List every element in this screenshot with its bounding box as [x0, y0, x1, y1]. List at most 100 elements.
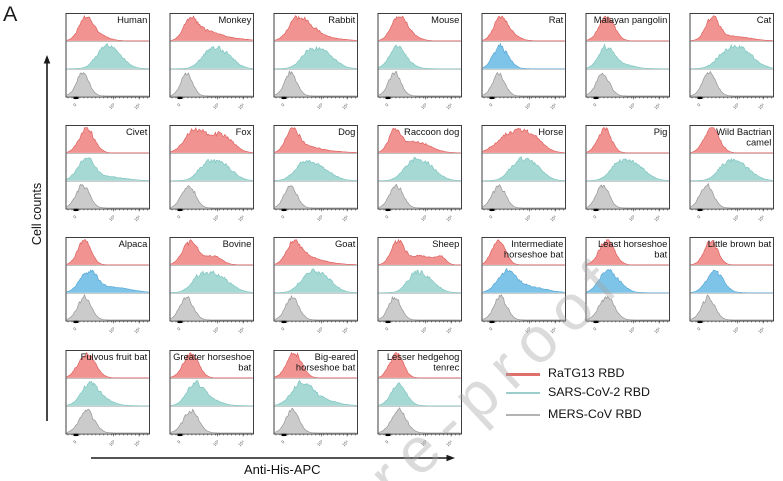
svg-text:0: 0: [488, 102, 494, 108]
svg-text:0: 0: [384, 439, 390, 445]
svg-text:10⁵: 10⁵: [549, 102, 557, 110]
svg-text:10⁵: 10⁵: [237, 326, 245, 334]
svg-text:Least horseshoe: Least horseshoe: [598, 238, 667, 249]
svg-text:10⁵: 10⁵: [757, 326, 765, 334]
svg-text:10³: 10³: [420, 439, 428, 447]
svg-text:0: 0: [488, 326, 494, 332]
svg-text:0: 0: [696, 102, 702, 108]
svg-text:10³: 10³: [108, 102, 116, 110]
svg-text:10³: 10³: [732, 213, 740, 221]
svg-text:10⁵: 10⁵: [237, 214, 245, 222]
svg-text:10³: 10³: [316, 213, 324, 221]
svg-text:Intermediate: Intermediate: [511, 238, 563, 249]
svg-text:10⁵: 10⁵: [445, 102, 453, 110]
svg-text:10³: 10³: [108, 213, 116, 221]
svg-text:Rabbit: Rabbit: [328, 14, 355, 25]
svg-text:Greater horseshoe: Greater horseshoe: [173, 351, 251, 362]
svg-text:Little brown bat: Little brown bat: [708, 238, 772, 249]
svg-text:Big-eared: Big-eared: [315, 351, 356, 362]
svg-text:10⁵: 10⁵: [757, 102, 765, 110]
svg-text:10³: 10³: [524, 326, 532, 334]
svg-text:10⁵: 10⁵: [133, 102, 141, 110]
svg-text:10⁵: 10⁵: [445, 439, 453, 447]
svg-text:bat: bat: [238, 362, 251, 373]
svg-text:10³: 10³: [316, 326, 324, 334]
svg-text:10⁵: 10⁵: [445, 214, 453, 222]
svg-text:0: 0: [176, 326, 182, 332]
svg-text:Wild Bactrian: Wild Bactrian: [716, 126, 771, 137]
svg-text:0: 0: [384, 102, 390, 108]
svg-text:10³: 10³: [628, 213, 636, 221]
svg-text:Cat: Cat: [757, 14, 772, 25]
svg-text:Mouse: Mouse: [431, 14, 459, 25]
svg-text:10⁵: 10⁵: [133, 439, 141, 447]
svg-text:10³: 10³: [420, 326, 428, 334]
svg-text:0: 0: [488, 213, 494, 219]
svg-text:0: 0: [592, 102, 598, 108]
svg-text:0: 0: [176, 102, 182, 108]
svg-text:0: 0: [696, 213, 702, 219]
svg-text:Human: Human: [117, 14, 147, 25]
svg-text:10⁵: 10⁵: [133, 214, 141, 222]
svg-text:10³: 10³: [524, 102, 532, 110]
svg-text:Fulvous fruit bat: Fulvous fruit bat: [81, 351, 148, 362]
svg-text:0: 0: [280, 213, 286, 219]
svg-text:Civet: Civet: [126, 126, 148, 137]
svg-text:horseshoe bat: horseshoe bat: [504, 249, 564, 260]
svg-text:0: 0: [72, 102, 78, 108]
svg-text:10³: 10³: [316, 439, 324, 447]
svg-text:10⁵: 10⁵: [341, 102, 349, 110]
svg-text:0: 0: [72, 439, 78, 445]
svg-text:10³: 10³: [628, 326, 636, 334]
svg-text:0: 0: [72, 213, 78, 219]
svg-text:0: 0: [384, 326, 390, 332]
svg-text:Fox: Fox: [236, 126, 252, 137]
svg-text:10⁵: 10⁵: [549, 214, 557, 222]
svg-text:Horse: Horse: [538, 126, 563, 137]
svg-text:10⁵: 10⁵: [237, 439, 245, 447]
svg-text:0: 0: [72, 326, 78, 332]
svg-text:10⁵: 10⁵: [341, 326, 349, 334]
svg-text:10³: 10³: [212, 102, 220, 110]
svg-text:0: 0: [280, 102, 286, 108]
svg-text:10³: 10³: [212, 326, 220, 334]
svg-text:0: 0: [592, 213, 598, 219]
svg-text:10³: 10³: [212, 213, 220, 221]
svg-text:10³: 10³: [316, 102, 324, 110]
svg-text:10³: 10³: [732, 102, 740, 110]
svg-text:10³: 10³: [108, 326, 116, 334]
svg-text:Lesser hedgehog: Lesser hedgehog: [387, 351, 459, 362]
svg-text:10⁵: 10⁵: [341, 439, 349, 447]
svg-text:10⁵: 10⁵: [445, 326, 453, 334]
svg-text:0: 0: [592, 326, 598, 332]
svg-text:10³: 10³: [108, 439, 116, 447]
svg-text:10³: 10³: [524, 213, 532, 221]
svg-text:10⁵: 10⁵: [133, 326, 141, 334]
svg-text:bat: bat: [654, 249, 667, 260]
svg-text:Alpaca: Alpaca: [119, 238, 148, 249]
svg-text:Bovine: Bovine: [223, 238, 252, 249]
svg-text:0: 0: [176, 213, 182, 219]
svg-text:Malayan pangolin: Malayan pangolin: [594, 14, 668, 25]
svg-text:10⁵: 10⁵: [757, 214, 765, 222]
svg-text:camel: camel: [746, 136, 771, 147]
svg-text:Sheep: Sheep: [432, 238, 459, 249]
svg-text:Dog: Dog: [338, 126, 355, 137]
svg-text:10⁵: 10⁵: [653, 326, 661, 334]
svg-text:10⁵: 10⁵: [653, 102, 661, 110]
svg-text:0: 0: [696, 326, 702, 332]
svg-text:horseshoe bat: horseshoe bat: [296, 362, 356, 373]
svg-text:Raccoon dog: Raccoon dog: [404, 126, 459, 137]
svg-text:10³: 10³: [212, 439, 220, 447]
svg-text:10³: 10³: [420, 102, 428, 110]
svg-text:10³: 10³: [628, 102, 636, 110]
svg-text:Goat: Goat: [335, 238, 356, 249]
svg-text:Monkey: Monkey: [218, 14, 251, 25]
svg-text:10⁵: 10⁵: [653, 214, 661, 222]
svg-text:0: 0: [280, 439, 286, 445]
svg-text:10⁵: 10⁵: [549, 326, 557, 334]
svg-text:10⁵: 10⁵: [237, 102, 245, 110]
svg-text:0: 0: [384, 213, 390, 219]
svg-text:Pig: Pig: [654, 126, 668, 137]
svg-text:10³: 10³: [420, 213, 428, 221]
